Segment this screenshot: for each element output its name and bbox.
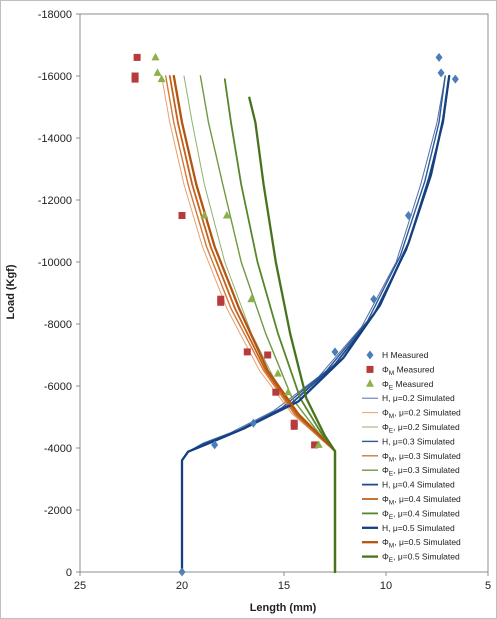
x-tick-label: 5	[485, 580, 491, 592]
simulated-line-12	[248, 96, 337, 574]
x-axis-ticks: 25 20 15 10 5	[74, 572, 491, 592]
y-tick-label: -18000	[38, 9, 72, 21]
measured-point	[211, 440, 219, 450]
measured-point	[200, 211, 209, 219]
measured-point	[217, 295, 225, 303]
simulated-series	[161, 74, 451, 574]
measured-point	[290, 419, 298, 427]
legend-label: ΦE, μ=0.3 Simulated	[382, 465, 460, 478]
measured-point	[264, 351, 272, 359]
simulated-line-11	[172, 74, 337, 574]
x-tick-label: 25	[74, 580, 86, 592]
measured-point	[435, 52, 443, 62]
legend-label: ΦM Measured	[382, 364, 435, 377]
x-tick-label: 10	[380, 580, 392, 592]
legend-marker	[366, 350, 374, 360]
y-tick-label: -16000	[38, 71, 72, 83]
legend-label: H, μ=0.5 Simulated	[382, 523, 455, 533]
legend-label: ΦE, μ=0.2 Simulated	[382, 422, 460, 435]
measured-point	[249, 418, 257, 428]
y-tick-label: -2000	[44, 505, 72, 517]
measured-point	[370, 294, 378, 304]
measured-point	[153, 68, 162, 76]
x-axis-title: Length (mm)	[250, 602, 317, 614]
y-axis-title: Load (Kgf)	[5, 264, 17, 319]
y-tick-label: -12000	[38, 195, 72, 207]
x-tick-label: 15	[278, 580, 290, 592]
x-tick-label: 20	[176, 580, 188, 592]
measured-point	[273, 369, 282, 377]
measured-point	[151, 52, 160, 61]
measured-point	[222, 211, 231, 219]
measured-point	[272, 388, 280, 396]
legend-label: ΦM, μ=0.2 Simulated	[382, 408, 461, 421]
measured-point	[247, 294, 256, 303]
legend-label: ΦM, μ=0.4 Simulated	[382, 494, 461, 507]
measured-point	[284, 387, 293, 396]
measured-point	[331, 347, 339, 357]
measured-point	[178, 212, 186, 219]
y-tick-label: -14000	[38, 133, 72, 145]
legend-label: ΦE, μ=0.4 Simulated	[382, 508, 460, 521]
y-tick-label: 0	[66, 567, 72, 579]
legend-label: ΦM, μ=0.5 Simulated	[382, 537, 461, 550]
measured-point	[451, 74, 459, 84]
y-tick-label: -4000	[44, 443, 72, 455]
measured-point	[157, 74, 166, 83]
legend-marker	[366, 365, 374, 373]
y-axis-ticks: 0 -2000 -4000 -6000 -8000 -10000 -12000 -14000 -…	[38, 9, 80, 579]
legend-label: ΦE Measured	[382, 379, 434, 392]
measured-point	[404, 211, 412, 220]
measured-point	[243, 348, 251, 356]
measured-series	[131, 52, 459, 577]
legend-label: ΦE, μ=0.5 Simulated	[382, 552, 460, 565]
simulated-line-10	[180, 74, 451, 574]
y-tick-label: -10000	[38, 257, 72, 269]
measured-point	[311, 441, 319, 449]
legend-label: H, μ=0.3 Simulated	[382, 436, 455, 446]
legend-marker	[366, 379, 374, 387]
measured-point	[131, 72, 139, 80]
legend-label: H, μ=0.2 Simulated	[382, 393, 455, 403]
legend-label: H, μ=0.4 Simulated	[382, 480, 455, 490]
measured-point	[133, 53, 141, 61]
y-tick-label: -8000	[44, 319, 72, 331]
legend-label: H Measured	[382, 350, 429, 360]
legend-label: ΦM, μ=0.3 Simulated	[382, 451, 461, 464]
measured-point	[314, 440, 323, 448]
y-tick-label: -6000	[44, 381, 72, 393]
measured-point	[437, 68, 445, 78]
